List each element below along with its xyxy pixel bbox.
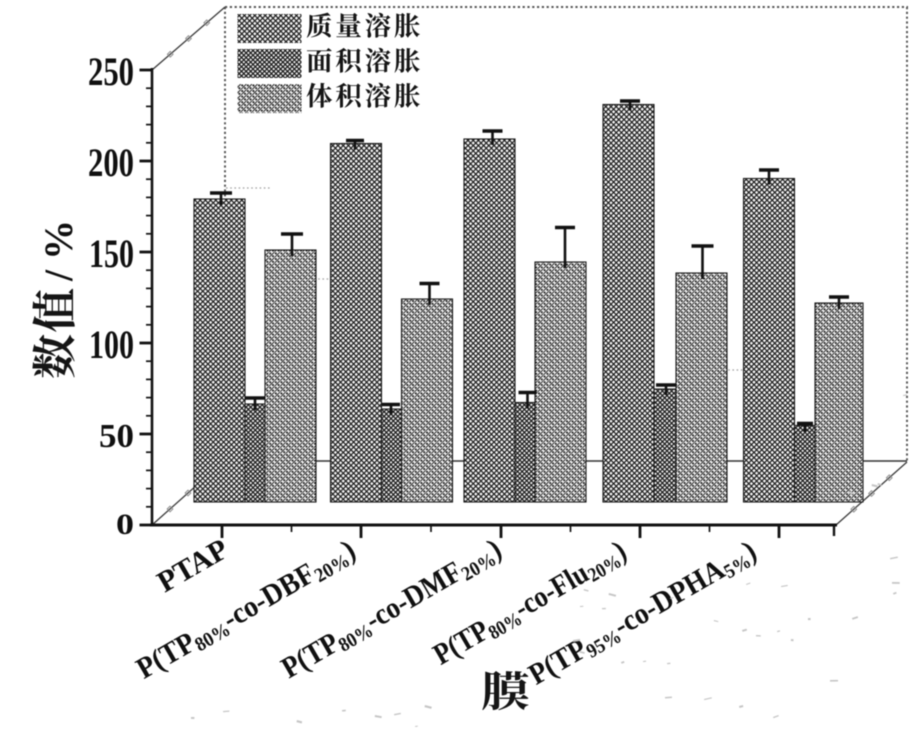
svg-text:200: 200	[88, 140, 134, 185]
svg-text:0: 0	[116, 508, 134, 541]
svg-text:150: 150	[89, 231, 134, 276]
svg-text:50: 50	[99, 418, 134, 455]
svg-text:250: 250	[88, 49, 134, 94]
svg-text:100: 100	[89, 322, 134, 367]
svg-text:/ %: / %	[36, 220, 81, 282]
